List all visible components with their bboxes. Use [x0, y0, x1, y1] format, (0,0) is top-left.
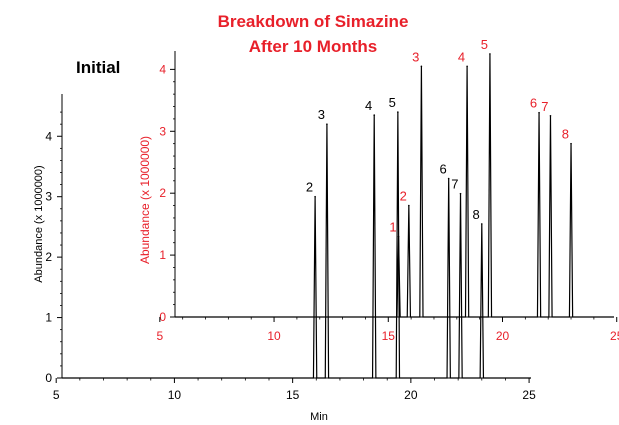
initial-trace [62, 112, 531, 379]
breakdown-y-tick-label: 0 [159, 310, 166, 324]
breakdown-y-tick-label: 3 [159, 124, 166, 138]
breakdown-y-tick-label: 2 [159, 186, 166, 200]
initial-peak-8 [480, 223, 483, 225]
initial-peak-5 [397, 111, 399, 113]
initial-peak-label-5: 5 [389, 95, 396, 110]
breakdown-peak-2 [408, 204, 410, 207]
initial-x-tick-label: 15 [286, 388, 300, 402]
initial-x-tick-label: 20 [404, 388, 418, 402]
breakdown-peak-label-2: 2 [400, 189, 407, 204]
breakdown-peak-label-6: 6 [530, 96, 537, 111]
breakdown-peak-7 [549, 115, 552, 117]
chart-title-line2: After 10 Months [249, 37, 377, 56]
initial-y-axis-label: Abundance (x 1000000) [33, 165, 45, 282]
initial-x-tick-label: 25 [522, 388, 536, 402]
initial-y-tick-label: 1 [45, 311, 52, 325]
breakdown-peak-label-3: 3 [412, 49, 419, 64]
breakdown-trace [175, 53, 614, 318]
breakdown-y-tick-label: 4 [159, 62, 166, 76]
initial-series-label: Initial [76, 58, 120, 77]
breakdown-peak-label-1: 1 [389, 220, 396, 235]
breakdown-peak-8 [570, 142, 572, 145]
breakdown-peak-4 [466, 65, 468, 68]
initial-y-tick-label: 2 [45, 250, 52, 264]
initial-peak-label-8: 8 [473, 207, 480, 222]
x-axis-label: Min [310, 411, 328, 423]
initial-peak-label-3: 3 [318, 107, 325, 122]
breakdown-peak-label-5: 5 [481, 37, 488, 52]
breakdown-peak-6 [538, 111, 540, 114]
breakdown-peak-5 [489, 53, 491, 55]
breakdown-plot: 0123451015202512345678 [156, 37, 619, 343]
breakdown-peak-label-7: 7 [541, 99, 548, 114]
breakdown-y-tick-label: 1 [159, 248, 166, 262]
initial-peak-label-7: 7 [451, 177, 458, 192]
initial-y-tick-label: 3 [45, 190, 52, 204]
initial-peak-label-2: 2 [306, 180, 313, 195]
initial-peak-7 [459, 192, 462, 195]
initial-peak-3 [326, 123, 328, 125]
breakdown-x-tick-label: 20 [496, 329, 510, 343]
initial-peak-2 [314, 195, 316, 198]
breakdown-peak-1 [397, 235, 400, 238]
initial-y-tick-label: 4 [45, 129, 52, 143]
initial-peak-4 [373, 114, 376, 116]
initial-x-tick-label: 5 [53, 388, 60, 402]
breakdown-x-tick-label: 10 [267, 329, 281, 343]
breakdown-y-axis-label: Abundance (x 1000000) [138, 136, 152, 264]
initial-y-tick-label: 0 [45, 371, 52, 385]
breakdown-peak-3 [420, 65, 423, 68]
breakdown-x-tick-label: 25 [610, 329, 619, 343]
breakdown-peak-label-4: 4 [458, 49, 465, 64]
chart-title-line1: Breakdown of Simazine [218, 12, 409, 31]
initial-x-tick-label: 10 [168, 388, 182, 402]
initial-peak-label-4: 4 [365, 98, 372, 113]
breakdown-x-tick-label: 15 [382, 329, 396, 343]
initial-peak-label-6: 6 [439, 162, 446, 177]
breakdown-peak-label-8: 8 [562, 127, 569, 142]
initial-peak-6 [447, 177, 450, 180]
breakdown-x-tick-label: 5 [156, 329, 163, 343]
